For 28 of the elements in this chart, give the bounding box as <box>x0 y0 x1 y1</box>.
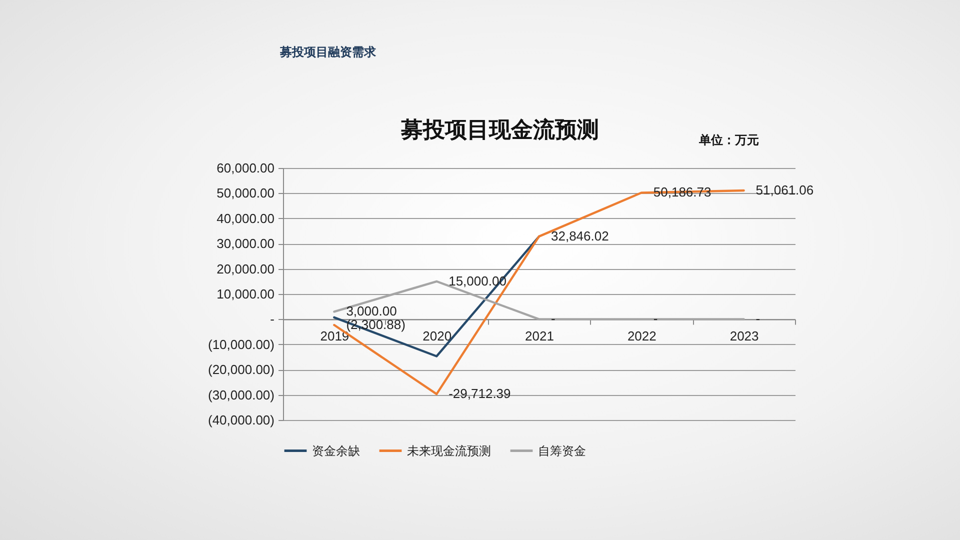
chart-title: 募投项目现金流预测 <box>400 117 599 142</box>
legend-label: 自筹资金 <box>538 444 586 458</box>
data-label: 51,061.06 <box>756 182 814 198</box>
y-tick-label: 40,000.00 <box>216 210 274 226</box>
data-label: - <box>756 311 760 326</box>
legend-label: 未来现金流预测 <box>407 444 491 458</box>
y-tick-label: 30,000.00 <box>216 236 274 252</box>
data-label: 3,000.00 <box>346 304 397 319</box>
y-tick-label: (40,000.00) <box>208 412 274 428</box>
y-tick-label: 60,000.00 <box>216 160 274 176</box>
legend-label: 资金余缺 <box>312 444 360 458</box>
y-tick-label: 50,000.00 <box>216 186 274 201</box>
x-tick-label: 2020 <box>422 328 452 344</box>
x-tick-label: 2023 <box>730 328 759 344</box>
data-label: - <box>551 311 556 326</box>
y-tick-label: (20,000.00) <box>208 362 274 378</box>
data-label: -29,712.39 <box>448 386 511 402</box>
data-label: - <box>653 311 658 326</box>
x-tick-label: 2021 <box>525 328 554 344</box>
y-tick-label: - <box>270 312 274 327</box>
text: 单位：万元 <box>699 132 759 149</box>
x-tick-label: 2022 <box>627 328 656 344</box>
y-tick-label: (30,000.00) <box>208 387 274 402</box>
data-label: 32,846.02 <box>551 228 609 244</box>
y-tick-label: 20,000.00 <box>216 261 274 276</box>
y-tick-label: 10,000.00 <box>216 286 274 302</box>
y-tick-label: (10,000.00) <box>208 336 274 352</box>
text: 募投项目融资需求 <box>280 44 376 61</box>
